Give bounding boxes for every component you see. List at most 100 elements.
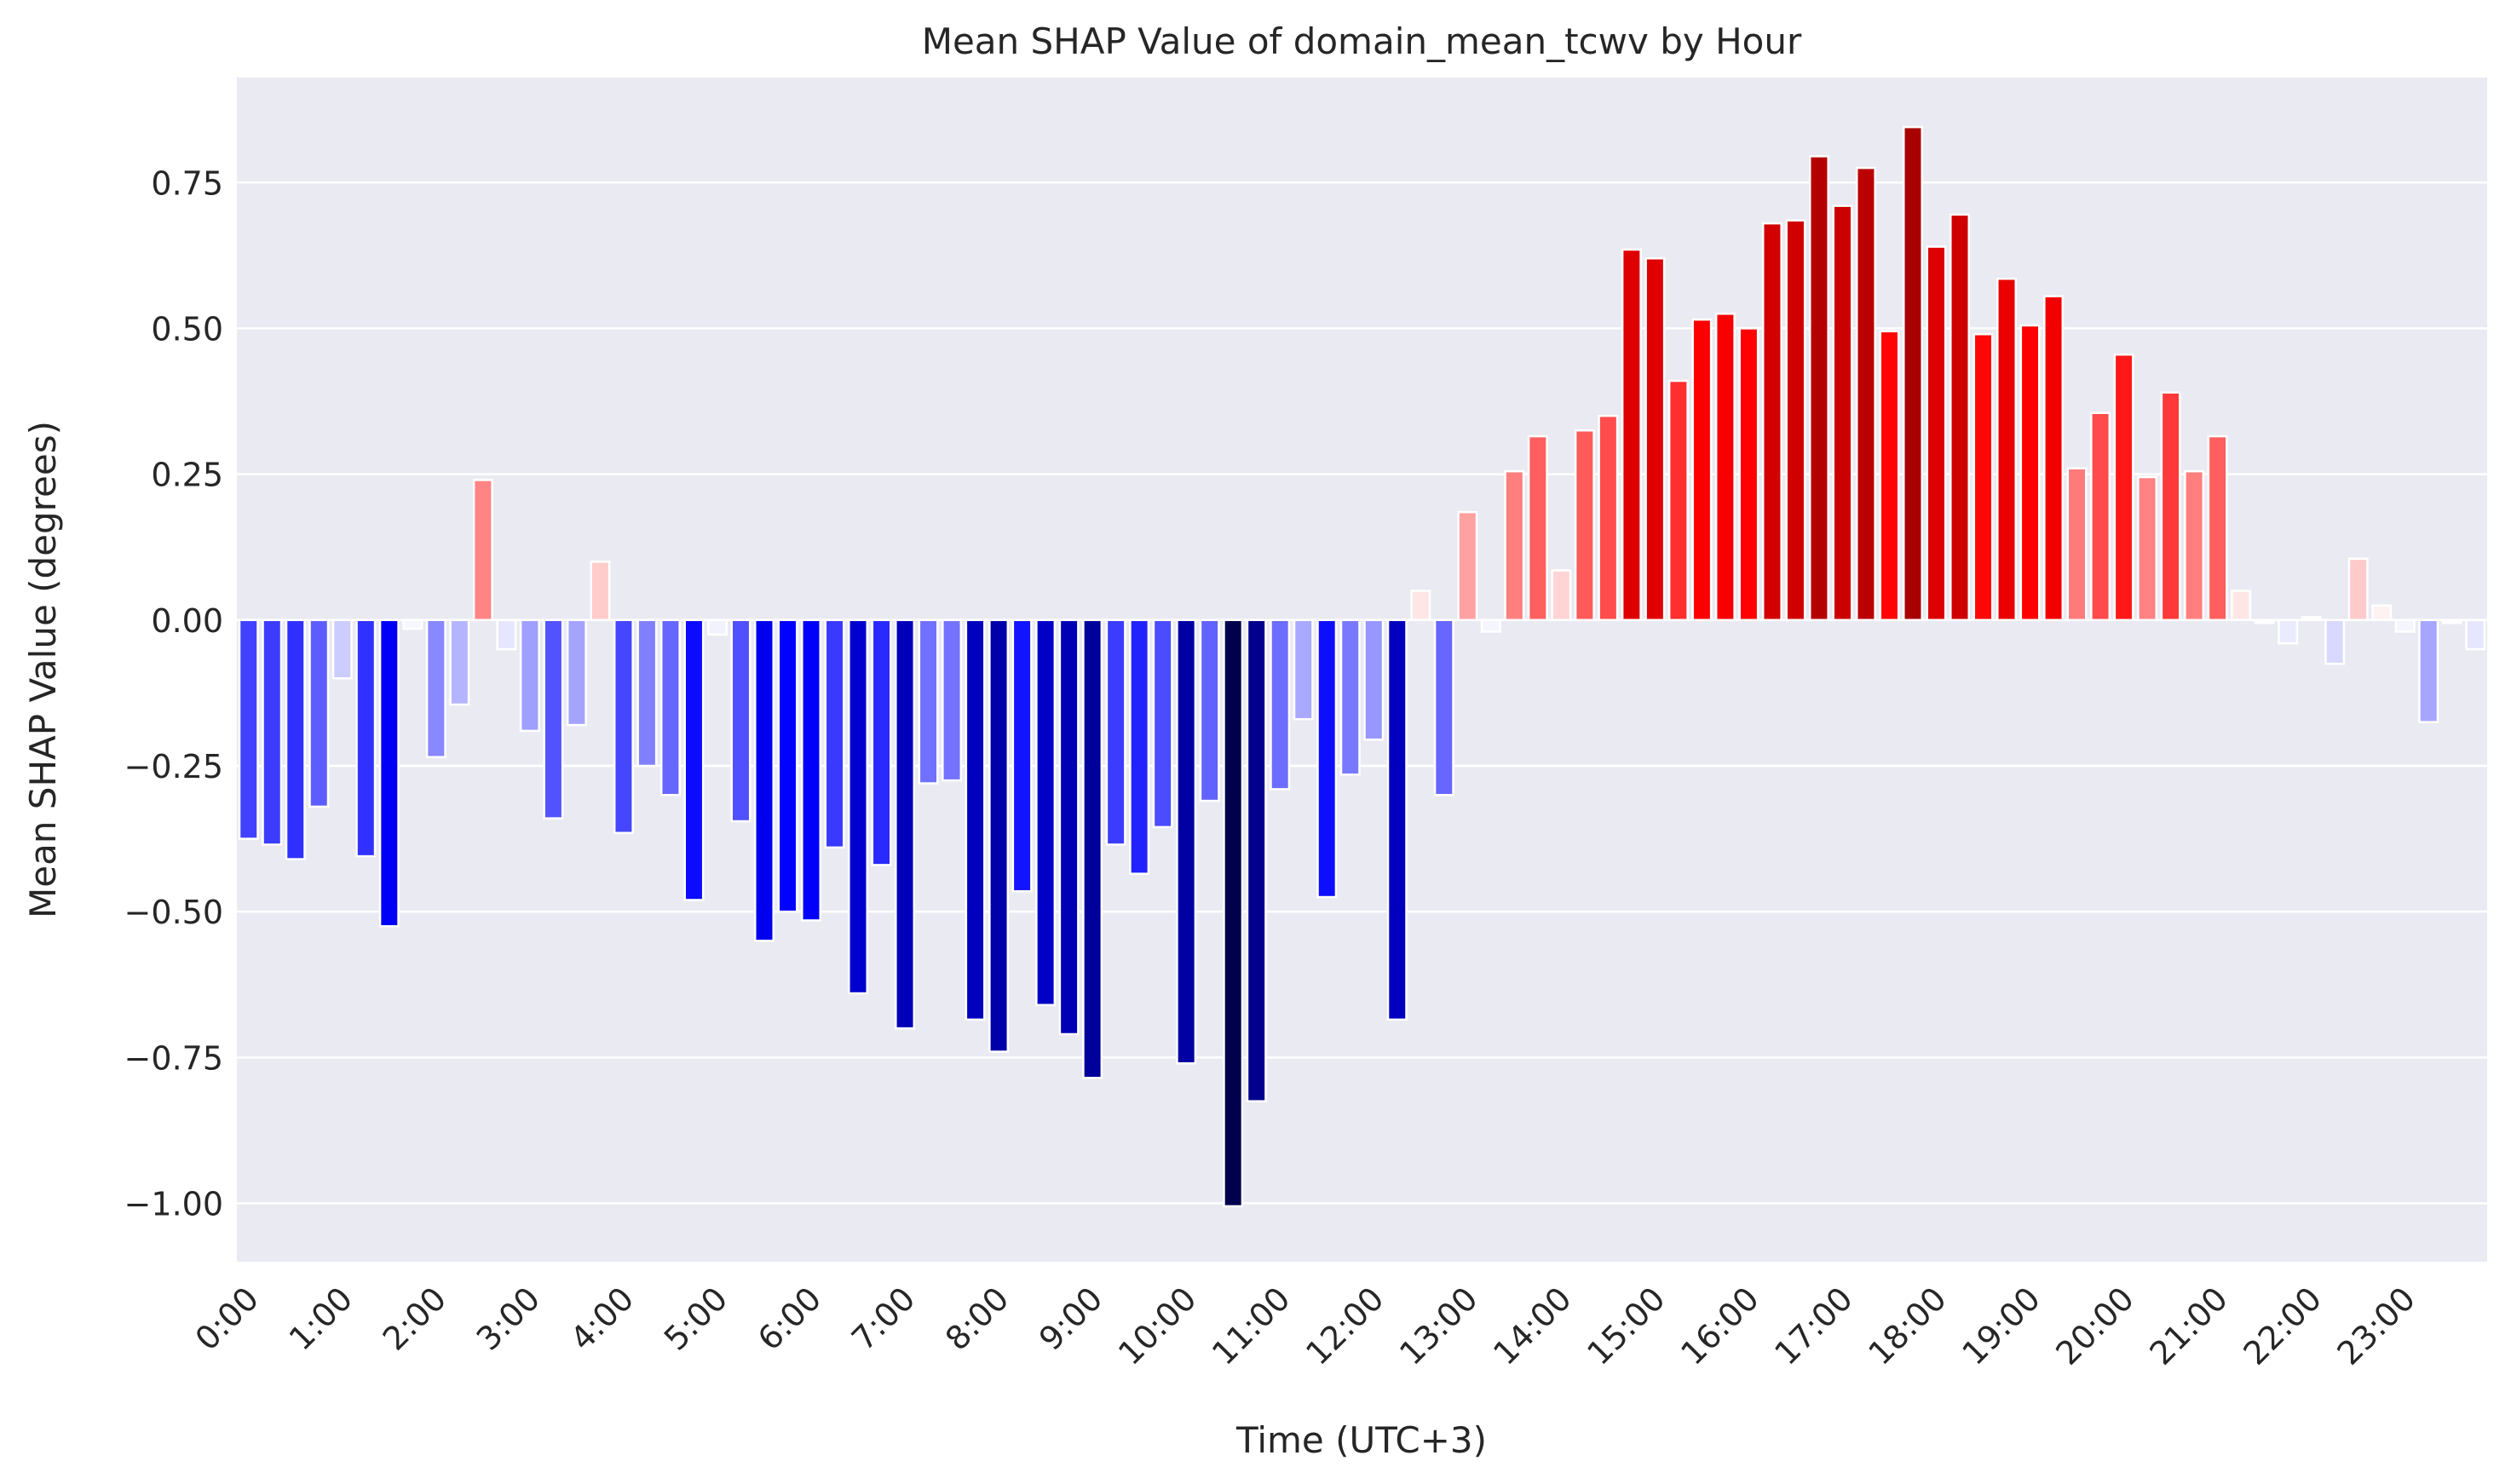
bar: [1246, 618, 1267, 1102]
bar: [1129, 618, 1150, 875]
bar: [613, 618, 634, 834]
bar: [1386, 618, 1408, 1021]
y-tick-labels: −1.00 −0.75 −0.50 −0.25 0.00 0.25 0.50 0.75: [124, 164, 223, 1222]
bar: [590, 561, 611, 622]
y-axis-label: Mean SHAP Value (degrees): [22, 421, 64, 918]
bar: [1761, 221, 1782, 622]
bar: [1714, 313, 1736, 622]
bar: [2347, 557, 2369, 622]
x-tick-labels: 0:00 1:00 2:00 3:00 4:00 5:00 6:00 7:00 8:00 9:00…: [188, 1280, 2422, 1372]
bar: [1574, 429, 1595, 622]
plot-background: [237, 78, 2487, 1262]
bar: [895, 618, 916, 1030]
bar: [1433, 618, 1454, 797]
bar: [1808, 155, 1829, 622]
bar: [1996, 277, 2018, 622]
bar: [378, 618, 400, 928]
bar: [1667, 379, 1689, 622]
bar: [1035, 618, 1057, 1006]
y-tick-label: 0.00: [151, 602, 223, 640]
bar: [262, 618, 283, 846]
bar: [2137, 475, 2158, 622]
bar: [2207, 434, 2228, 622]
x-tick-label: 18:00: [1861, 1280, 1954, 1372]
bar: [1082, 618, 1103, 1079]
bar: [1223, 618, 1244, 1208]
bar: [1270, 618, 1291, 791]
x-tick-label: 17:00: [1767, 1280, 1860, 1372]
bar: [1551, 569, 1572, 622]
x-tick-label: 13:00: [1392, 1280, 1485, 1372]
bar: [1949, 213, 1970, 622]
bar: [2465, 618, 2486, 651]
bar: [238, 618, 259, 840]
y-tick-label: −0.50: [124, 894, 223, 931]
bars: [238, 125, 2486, 1208]
chart-title: Mean SHAP Value of domain_mean_tcwv by H…: [922, 20, 1802, 62]
bar: [1176, 618, 1197, 1065]
bar: [706, 618, 728, 636]
bar: [425, 618, 446, 758]
bar: [1973, 333, 1994, 622]
bar: [1199, 618, 1220, 802]
bar: [1691, 318, 1713, 622]
x-tick-label: 21:00: [2142, 1280, 2235, 1372]
x-tick-label: 14:00: [1486, 1280, 1579, 1372]
x-tick-label: 22:00: [2236, 1280, 2329, 1372]
y-tick-label: −0.25: [124, 748, 223, 785]
x-tick-label: 5:00: [657, 1280, 734, 1357]
x-tick-label: 19:00: [1955, 1280, 2047, 1372]
bar: [472, 479, 493, 622]
bar: [777, 618, 798, 913]
bar: [1903, 125, 1923, 622]
bar: [754, 618, 775, 942]
y-tick-label: 0.25: [151, 457, 223, 494]
bar: [1855, 166, 1876, 622]
bar: [1926, 245, 1947, 622]
x-tick-label: 9:00: [1032, 1280, 1109, 1357]
bar: [331, 618, 353, 680]
bar: [2066, 467, 2088, 622]
bar: [1058, 618, 1080, 1036]
bar: [1644, 257, 1666, 622]
bar: [543, 618, 564, 820]
bar: [1363, 618, 1385, 741]
bar: [659, 618, 681, 797]
x-tick-label: 0:00: [188, 1280, 266, 1357]
y-tick-label: −1.00: [124, 1186, 223, 1223]
bar: [2043, 295, 2065, 622]
bar: [449, 618, 470, 706]
bar: [308, 618, 330, 808]
x-tick-label: 23:00: [2330, 1280, 2423, 1372]
bar: [2441, 618, 2462, 624]
bar: [1152, 618, 1173, 829]
x-tick-label: 15:00: [1580, 1280, 1673, 1372]
bar: [2278, 618, 2299, 645]
x-tick-label: 10:00: [1111, 1280, 1204, 1372]
bar: [1504, 469, 1525, 622]
bar: [1316, 618, 1338, 899]
x-tick-label: 11:00: [1205, 1280, 1298, 1372]
bar: [1598, 414, 1619, 622]
bar: [1621, 248, 1642, 622]
bar: [2160, 391, 2181, 622]
bar: [2394, 618, 2416, 633]
bar: [2324, 618, 2346, 665]
bar: [942, 618, 963, 782]
bar: [636, 618, 658, 768]
bar: [1011, 618, 1033, 893]
bar: [848, 618, 869, 995]
y-tick-label: 0.50: [151, 310, 223, 348]
y-tick-label: −0.75: [124, 1039, 223, 1077]
bar: [355, 618, 377, 858]
bar: [1832, 204, 1853, 622]
bar: [2418, 618, 2439, 723]
bar: [801, 618, 821, 922]
bar: [824, 618, 845, 849]
x-tick-label: 16:00: [1673, 1280, 1766, 1372]
x-tick-label: 2:00: [376, 1280, 453, 1357]
bar: [2231, 590, 2252, 622]
bar: [566, 618, 587, 727]
x-tick-label: 12:00: [1299, 1280, 1391, 1372]
